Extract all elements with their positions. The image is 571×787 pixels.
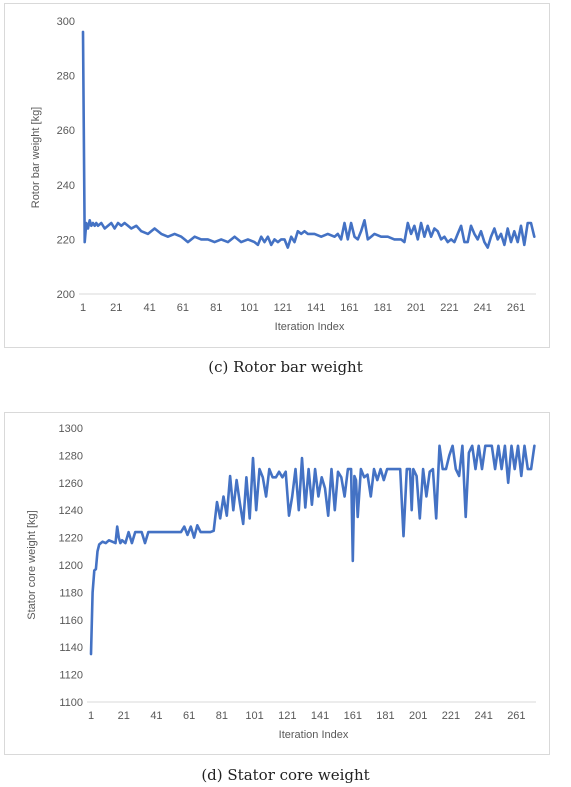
x-tick-label: 241 bbox=[474, 302, 492, 314]
x-tick-label: 241 bbox=[474, 710, 492, 722]
y-tick-label: 1120 bbox=[59, 670, 83, 682]
x-tick-label: 41 bbox=[150, 710, 162, 722]
x-tick-label: 21 bbox=[118, 710, 130, 722]
y-tick-label: 300 bbox=[57, 16, 75, 28]
x-tick-label: 21 bbox=[110, 302, 122, 314]
x-tick-label: 81 bbox=[216, 710, 228, 722]
x-tick-label: 101 bbox=[240, 302, 258, 314]
caption-stator-core-weight: (d) Stator core weight bbox=[201, 766, 370, 784]
y-tick-label: 1200 bbox=[59, 560, 83, 572]
y-tick-label: 220 bbox=[57, 234, 75, 246]
y-tick-label: 260 bbox=[57, 125, 75, 137]
x-tick-label: 221 bbox=[440, 302, 458, 314]
x-tick-label: 141 bbox=[307, 302, 325, 314]
x-tick-label: 121 bbox=[278, 710, 296, 722]
y-tick-label: 1220 bbox=[59, 533, 83, 545]
y-tick-label: 1280 bbox=[59, 450, 83, 462]
caption-rotor-bar-weight: (c) Rotor bar weight bbox=[208, 358, 363, 376]
x-tick-label: 1 bbox=[88, 710, 94, 722]
series-line-rotor bbox=[81, 30, 536, 249]
x-tick-label: 201 bbox=[407, 302, 425, 314]
x-tick-label: 181 bbox=[376, 710, 394, 722]
x-tick-label: 161 bbox=[344, 710, 362, 722]
x-tick-label: 1 bbox=[80, 302, 86, 314]
x-tick-label: 261 bbox=[507, 710, 525, 722]
x-tick-label: 161 bbox=[340, 302, 358, 314]
x-tick-label: 141 bbox=[311, 710, 329, 722]
x-tick-label: 221 bbox=[442, 710, 460, 722]
x-tick-label: 61 bbox=[183, 710, 195, 722]
y-tick-label: 240 bbox=[57, 180, 75, 192]
x-axis-title: Iteration Index bbox=[279, 729, 349, 741]
y-tick-label: 1300 bbox=[59, 423, 83, 435]
x-tick-label: 261 bbox=[507, 302, 525, 314]
y-axis-title: Stator core weight [kg] bbox=[26, 510, 38, 619]
y-tick-label: 1160 bbox=[59, 615, 83, 627]
series-line-stator bbox=[89, 444, 536, 656]
x-tick-label: 121 bbox=[274, 302, 292, 314]
stator-core-weight-chart: 1100 1120 1140 1160 1180 1200 1220 1240 1260 1280… bbox=[4, 412, 550, 755]
stator-chart-svg: 1100 1120 1140 1160 1180 1200 1220 1240 1260 1280… bbox=[26, 423, 536, 741]
y-tick-label: 1180 bbox=[59, 587, 83, 599]
y-tick-label: 1100 bbox=[59, 697, 83, 709]
y-tick-label: 280 bbox=[57, 71, 75, 83]
rotor-bar-weight-chart: 200 220 240 260 280 300 1 21 41 61 81 101 121 141 161 1… bbox=[4, 3, 550, 348]
x-tick-label: 201 bbox=[409, 710, 427, 722]
y-tick-label: 200 bbox=[57, 289, 75, 301]
y-axis-title: Rotor bar weight [kg] bbox=[30, 107, 42, 209]
y-tick-label: 1240 bbox=[59, 505, 83, 517]
y-tick-label: 1140 bbox=[59, 642, 83, 654]
x-tick-label: 41 bbox=[143, 302, 155, 314]
y-tick-label: 1260 bbox=[59, 478, 83, 490]
x-tick-label: 181 bbox=[374, 302, 392, 314]
x-tick-label: 101 bbox=[245, 710, 263, 722]
x-tick-label: 81 bbox=[210, 302, 222, 314]
x-axis-title: Iteration Index bbox=[275, 321, 345, 333]
x-tick-label: 61 bbox=[177, 302, 189, 314]
